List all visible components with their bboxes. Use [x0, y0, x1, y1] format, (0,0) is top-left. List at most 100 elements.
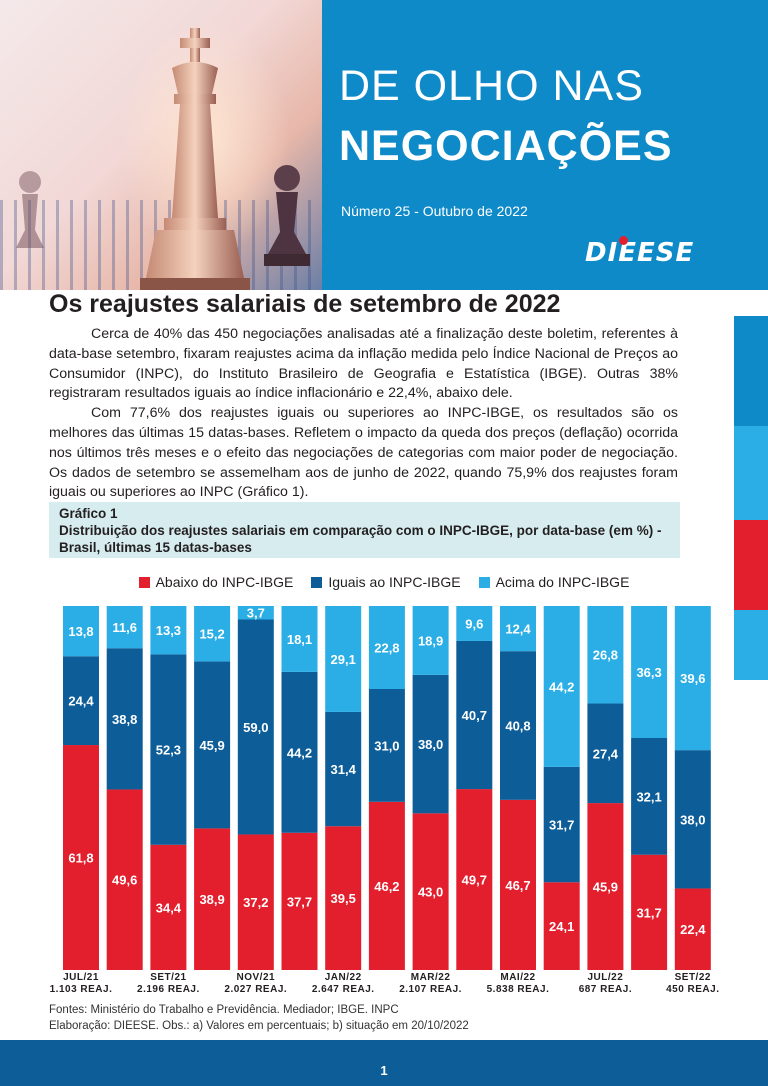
bar-segment-equal — [237, 619, 274, 835]
header-panel: DE OLHO NAS NEGOCIAÇÕES Número 25 - Outu… — [322, 0, 768, 290]
dieese-logo: DIEESE — [585, 238, 695, 268]
data-label: 59,0 — [243, 720, 268, 735]
chart-caption: Gráfico 1 Distribuição dos reajustes sal… — [49, 502, 680, 558]
side-bar-blue — [734, 316, 768, 426]
paragraph: Com 77,6% dos reajustes iguais ou superi… — [49, 405, 678, 501]
data-label: 44,2 — [549, 679, 574, 694]
bar-segment-equal — [587, 703, 624, 804]
logo-dot — [619, 236, 628, 245]
x-tick-sublabel: 2.107 REAJ. — [399, 984, 462, 995]
data-label: 43,0 — [418, 885, 443, 900]
data-label: 22,4 — [680, 922, 706, 937]
bar-segment-below — [500, 799, 536, 970]
x-tick-sublabel: 5.838 REAJ. — [487, 984, 550, 995]
cover-image — [0, 0, 322, 290]
notes: Elaboração: DIEESE. Obs.: a) Valores em … — [49, 1020, 469, 1032]
bar-segment-equal — [456, 640, 493, 790]
data-label: 24,4 — [68, 694, 94, 709]
data-label: 37,2 — [243, 895, 268, 910]
side-bar-light-blue — [734, 426, 768, 520]
bar-segment-above — [500, 606, 536, 652]
bar-segment-above — [631, 606, 668, 738]
chart-legend: Abaixo do INPC-IBGE Iguais ao INPC-IBGE … — [0, 574, 768, 590]
data-label: 22,8 — [374, 640, 399, 655]
bar-segment-equal — [150, 654, 187, 845]
data-label: 44,2 — [287, 745, 312, 760]
chess-pawn-icon — [16, 171, 44, 248]
bar-segment-below — [325, 826, 362, 970]
legend-label: Iguais ao INPC-IBGE — [328, 574, 461, 590]
legend-item-below: Abaixo do INPC-IBGE — [138, 574, 294, 590]
data-label: 18,9 — [418, 633, 443, 648]
data-label: 31,7 — [636, 905, 661, 920]
data-label: 61,8 — [68, 851, 93, 866]
data-label: 39,5 — [331, 891, 356, 906]
data-label: 49,6 — [112, 873, 137, 888]
data-label: 11,6 — [112, 620, 137, 635]
data-label: 36,3 — [636, 665, 661, 680]
bar-segment-equal — [412, 674, 449, 814]
bar-segment-equal — [543, 766, 580, 883]
bar-segment-equal — [194, 661, 231, 829]
data-label: 32,1 — [636, 789, 661, 804]
data-label: 46,7 — [505, 878, 530, 893]
bar-segment-below — [543, 882, 580, 970]
bar-segment-equal — [63, 656, 99, 746]
data-label: 31,4 — [331, 762, 357, 777]
data-label: 45,9 — [199, 738, 224, 753]
data-label: 37,7 — [287, 894, 312, 909]
x-tick-label: MAR/22 — [411, 972, 451, 983]
bar-segment-equal — [674, 750, 711, 889]
legend-item-above: Acima do INPC-IBGE — [478, 574, 629, 590]
bar-segment-above — [456, 606, 493, 641]
data-label: 9,6 — [465, 616, 483, 631]
bar-segment-below — [194, 828, 231, 970]
legend-label: Abaixo do INPC-IBGE — [155, 574, 294, 590]
bar-segment-below — [412, 813, 449, 970]
bar-segment-equal — [281, 671, 318, 833]
bar-segment-above — [543, 606, 580, 767]
side-bar-red — [734, 520, 768, 610]
bar-segment-equal — [106, 648, 143, 790]
bar-segment-above — [237, 606, 274, 620]
bar-segment-above — [325, 606, 362, 712]
bar-segment-below — [63, 745, 99, 970]
bar-segment-above — [412, 606, 449, 675]
x-tick-sublabel: 2.196 REAJ. — [137, 984, 200, 995]
bar-segment-below — [281, 832, 318, 970]
data-label: 38,9 — [199, 892, 224, 907]
bar-segment-below — [587, 803, 624, 970]
stacked-bar-chart: 61,8 24,4 13,8 49,6 38,8 11,6 34,4 52,3 13,3 38,9… — [50, 606, 719, 995]
chart-label: Gráfico 1 — [59, 506, 118, 521]
bar-segment-above — [194, 606, 231, 662]
data-label: 52,3 — [156, 743, 181, 758]
x-tick-sublabel: 2.647 REAJ. — [312, 984, 375, 995]
legend-swatch — [478, 576, 490, 588]
legend-item-equal: Iguais ao INPC-IBGE — [311, 574, 461, 590]
bar-segment-below — [106, 789, 143, 970]
data-label: 46,2 — [374, 879, 399, 894]
x-tick-sublabel: 1.103 REAJ. — [50, 984, 113, 995]
bar-segment-equal — [325, 711, 362, 827]
data-label: 15,2 — [199, 627, 224, 642]
legend-swatch — [138, 576, 150, 588]
x-tick-sublabel: 687 REAJ. — [579, 984, 632, 995]
bar-segment-below — [456, 789, 493, 970]
issue-number: Número 25 - Outubro de 2022 — [341, 203, 528, 219]
bar-segment-equal — [631, 738, 668, 855]
data-label: 40,8 — [505, 719, 530, 734]
data-label: 31,0 — [374, 738, 399, 753]
article-headline: Os reajustes salariais de setembro de 20… — [49, 290, 561, 318]
sources: Fontes: Ministério do Trabalho e Previdê… — [49, 1004, 399, 1016]
bar-segment-above — [587, 606, 624, 704]
data-label: 26,8 — [593, 648, 618, 663]
data-label: 13,3 — [156, 623, 181, 638]
data-label: 18,1 — [287, 632, 312, 647]
side-bar-light-blue-bottom — [734, 610, 768, 680]
x-tick-label: MAI/22 — [500, 972, 535, 983]
data-label: 49,7 — [462, 873, 487, 888]
bar-segment-below — [674, 888, 711, 970]
data-label: 39,6 — [680, 671, 705, 686]
bar-segment-above — [674, 606, 711, 751]
article-body: Cerca de 40% das 450 negociações analisa… — [49, 325, 678, 503]
